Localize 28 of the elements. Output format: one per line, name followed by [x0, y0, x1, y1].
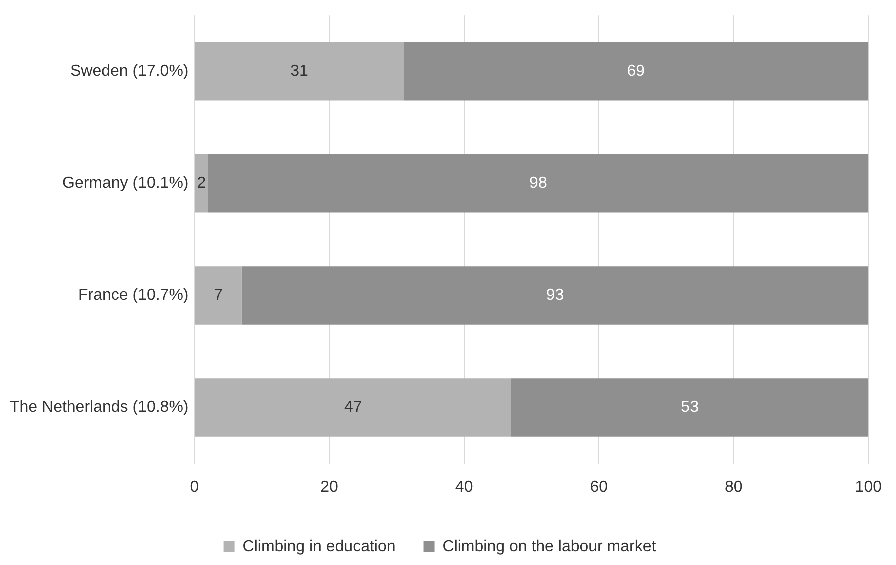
x-tick-label: 40	[455, 478, 474, 496]
bar	[195, 154, 208, 213]
data-label: 31	[290, 63, 308, 80]
y-tick-label: The Netherlands (10.8%)	[10, 399, 189, 416]
x-tick-label: 20	[320, 478, 339, 496]
bar	[195, 378, 512, 437]
y-tick-label: Sweden (17.0%)	[70, 63, 189, 80]
data-label: 47	[344, 399, 362, 416]
legend-label: Climbing on the labour market	[442, 538, 657, 556]
bar	[208, 154, 869, 213]
x-tick-label: 60	[590, 478, 608, 496]
x-tick-label: 80	[724, 478, 743, 496]
y-tick-label: Germany (10.1%)	[62, 175, 189, 192]
y-tick-label: France (10.7%)	[78, 287, 189, 304]
legend-label: Climbing in education	[242, 538, 396, 556]
bar	[195, 266, 242, 325]
data-label: 93	[546, 287, 564, 304]
x-tick-label: 0	[190, 478, 200, 496]
data-label: 98	[530, 175, 548, 192]
x-tick-label: 100	[855, 478, 882, 496]
bar	[404, 42, 869, 101]
bar	[195, 42, 404, 101]
data-label: 69	[627, 63, 646, 80]
data-label: 2	[197, 175, 206, 192]
data-label: 53	[681, 399, 700, 416]
bar	[511, 378, 869, 437]
bar	[242, 266, 869, 325]
data-label: 7	[214, 287, 224, 304]
